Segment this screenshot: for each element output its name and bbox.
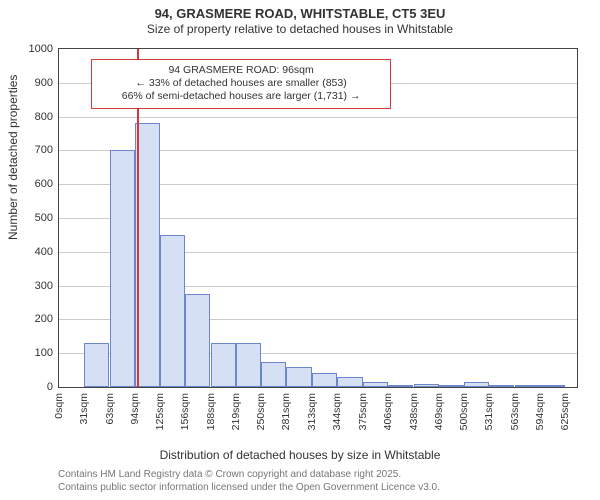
- histogram-plot: 010020030040050060070080090010000sqm31sq…: [58, 48, 578, 388]
- attribution-text: Contains HM Land Registry data © Crown c…: [58, 468, 440, 494]
- attribution-line-2: Contains public sector information licen…: [58, 482, 440, 493]
- histogram-bar: [515, 385, 540, 387]
- y-tick-label: 300: [35, 280, 53, 292]
- attribution-line-1: Contains HM Land Registry data © Crown c…: [58, 469, 401, 480]
- histogram-bar: [540, 385, 565, 387]
- histogram-bar: [84, 343, 109, 387]
- histogram-bar: [388, 385, 413, 387]
- x-tick-label: 375sqm: [357, 393, 369, 430]
- histogram-bar: [414, 384, 439, 387]
- x-tick-label: 281sqm: [280, 393, 292, 430]
- x-tick-label: 500sqm: [458, 393, 470, 430]
- y-tick-label: 400: [35, 246, 53, 258]
- x-tick-label: 563sqm: [509, 393, 521, 430]
- page-title: 94, GRASMERE ROAD, WHITSTABLE, CT5 3EU: [0, 6, 600, 21]
- y-tick-label: 200: [35, 313, 53, 325]
- histogram-bar: [211, 343, 236, 387]
- y-tick-label: 800: [35, 111, 53, 123]
- page-subtitle: Size of property relative to detached ho…: [0, 22, 600, 36]
- x-tick-label: 625sqm: [559, 393, 571, 430]
- y-tick-label: 100: [35, 347, 53, 359]
- histogram-bar: [185, 294, 210, 387]
- x-tick-label: 594sqm: [534, 393, 546, 430]
- x-tick-label: 250sqm: [255, 393, 267, 430]
- y-tick-label: 900: [35, 77, 53, 89]
- annotation-box: 94 GRASMERE ROAD: 96sqm← 33% of detached…: [91, 59, 390, 108]
- x-tick-label: 406sqm: [382, 393, 394, 430]
- histogram-bar: [337, 377, 362, 387]
- x-axis-label: Distribution of detached houses by size …: [0, 448, 600, 462]
- histogram-bar: [489, 385, 514, 387]
- x-tick-label: 125sqm: [154, 393, 166, 430]
- histogram-bar: [286, 367, 311, 387]
- x-tick-label: 219sqm: [230, 393, 242, 430]
- y-tick-label: 1000: [29, 43, 53, 55]
- histogram-bar: [312, 373, 337, 387]
- histogram-bar: [464, 382, 489, 387]
- histogram-bar: [439, 385, 464, 387]
- x-tick-label: 94sqm: [129, 393, 141, 425]
- histogram-bar: [261, 362, 286, 387]
- histogram-bar: [135, 123, 160, 387]
- x-tick-label: 469sqm: [433, 393, 445, 430]
- histogram-bar: [236, 343, 261, 387]
- annotation-line-1: 94 GRASMERE ROAD: 96sqm: [100, 64, 381, 77]
- x-tick-label: 63sqm: [104, 393, 116, 425]
- histogram-bar: [363, 382, 388, 387]
- y-tick-label: 0: [47, 381, 53, 393]
- histogram-bar: [110, 150, 135, 387]
- x-tick-label: 438sqm: [408, 393, 420, 430]
- y-tick-label: 600: [35, 178, 53, 190]
- x-tick-label: 156sqm: [179, 393, 191, 430]
- annotation-line-2: ← 33% of detached houses are smaller (85…: [100, 77, 381, 90]
- y-tick-label: 500: [35, 212, 53, 224]
- y-tick-label: 700: [35, 144, 53, 156]
- histogram-bar: [160, 235, 185, 387]
- x-tick-label: 344sqm: [331, 393, 343, 430]
- x-tick-label: 531sqm: [483, 393, 495, 430]
- x-tick-label: 313sqm: [306, 393, 318, 430]
- x-tick-label: 188sqm: [205, 393, 217, 430]
- y-axis-label: Number of detached properties: [6, 75, 20, 240]
- x-tick-label: 31sqm: [78, 393, 90, 425]
- x-tick-label: 0sqm: [53, 393, 65, 419]
- annotation-line-3: 66% of semi-detached houses are larger (…: [100, 90, 381, 103]
